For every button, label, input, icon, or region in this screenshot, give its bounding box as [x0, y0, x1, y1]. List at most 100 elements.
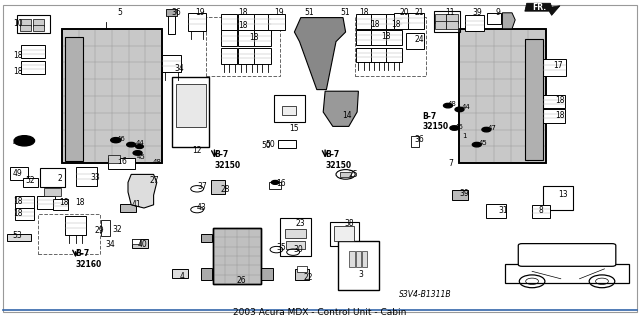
- Bar: [21, 61, 45, 74]
- Text: 34: 34: [106, 240, 115, 249]
- Bar: [33, 19, 44, 26]
- Circle shape: [136, 145, 143, 148]
- Text: 18: 18: [556, 96, 565, 105]
- Bar: [411, 136, 419, 147]
- Bar: [452, 190, 467, 200]
- Text: 2003 Acura MDX - Control Unit - Cabin: 2003 Acura MDX - Control Unit - Cabin: [234, 308, 406, 317]
- Polygon shape: [128, 174, 157, 208]
- Text: 36: 36: [172, 8, 181, 17]
- Text: B-7
32160: B-7 32160: [76, 250, 102, 269]
- Text: 50: 50: [266, 140, 275, 149]
- Text: 27: 27: [149, 176, 159, 185]
- Text: 30: 30: [293, 245, 303, 254]
- Bar: [486, 204, 506, 218]
- Bar: [356, 30, 371, 45]
- Text: 52: 52: [26, 176, 35, 185]
- Bar: [330, 221, 359, 246]
- Text: 1: 1: [462, 133, 467, 139]
- Bar: [406, 33, 424, 49]
- Bar: [53, 199, 68, 211]
- Bar: [340, 172, 351, 177]
- Bar: [211, 180, 225, 194]
- Bar: [212, 228, 261, 284]
- Text: B-7
32150: B-7 32150: [325, 150, 351, 170]
- Text: 2: 2: [58, 174, 62, 183]
- Text: 18: 18: [392, 20, 401, 29]
- Bar: [435, 21, 446, 29]
- Bar: [172, 269, 188, 278]
- Text: 18: 18: [13, 68, 22, 76]
- Circle shape: [133, 151, 142, 155]
- Circle shape: [472, 142, 481, 147]
- Text: 43: 43: [197, 203, 207, 212]
- Bar: [543, 186, 573, 210]
- Bar: [44, 188, 61, 196]
- Text: 19: 19: [195, 8, 205, 17]
- Circle shape: [111, 138, 121, 143]
- Bar: [541, 59, 566, 76]
- Text: 18: 18: [381, 32, 390, 41]
- FancyBboxPatch shape: [518, 244, 616, 266]
- Text: 18: 18: [360, 8, 369, 17]
- Text: 48: 48: [152, 159, 161, 164]
- Bar: [108, 158, 135, 170]
- Bar: [238, 14, 255, 30]
- Circle shape: [127, 142, 136, 147]
- Text: 39: 39: [472, 8, 482, 17]
- Bar: [201, 234, 212, 243]
- Bar: [446, 21, 458, 29]
- Bar: [543, 95, 564, 108]
- Text: 10: 10: [13, 19, 22, 28]
- Text: 4: 4: [179, 272, 184, 281]
- Text: 41: 41: [131, 200, 141, 209]
- Bar: [434, 11, 460, 32]
- Bar: [532, 205, 550, 218]
- Text: 38: 38: [344, 219, 354, 228]
- Bar: [504, 264, 630, 283]
- Text: 49: 49: [13, 169, 22, 178]
- Bar: [132, 239, 147, 248]
- Text: 35: 35: [276, 243, 286, 252]
- Bar: [460, 29, 545, 163]
- Circle shape: [444, 103, 452, 108]
- Text: 29: 29: [95, 226, 104, 235]
- Text: 23: 23: [296, 220, 305, 228]
- Text: 17: 17: [554, 61, 563, 70]
- Circle shape: [271, 180, 279, 184]
- Bar: [206, 17, 280, 76]
- Circle shape: [14, 136, 35, 146]
- Text: 45: 45: [479, 140, 488, 146]
- Polygon shape: [294, 18, 346, 90]
- Bar: [221, 48, 237, 64]
- Bar: [385, 48, 402, 62]
- Bar: [385, 14, 402, 29]
- Text: 42: 42: [13, 138, 22, 147]
- Text: 3: 3: [358, 270, 364, 279]
- Text: 40: 40: [138, 240, 147, 249]
- Bar: [287, 241, 305, 249]
- Bar: [162, 54, 181, 72]
- Bar: [543, 109, 564, 123]
- Bar: [221, 30, 237, 46]
- Bar: [254, 14, 271, 30]
- Bar: [17, 15, 50, 33]
- Text: 46: 46: [116, 136, 125, 142]
- Bar: [172, 77, 209, 147]
- Bar: [201, 268, 212, 280]
- Polygon shape: [502, 13, 515, 29]
- Circle shape: [450, 126, 459, 130]
- Text: 39: 39: [460, 189, 469, 198]
- Text: 21: 21: [415, 8, 424, 17]
- Bar: [20, 25, 31, 31]
- Bar: [465, 15, 484, 31]
- Bar: [132, 239, 140, 244]
- Text: 18: 18: [238, 8, 248, 17]
- Text: 18: 18: [13, 209, 22, 218]
- Text: S3V4-B1311B: S3V4-B1311B: [399, 290, 452, 299]
- Bar: [20, 19, 31, 26]
- Bar: [65, 216, 86, 235]
- Text: 51: 51: [340, 8, 350, 17]
- Bar: [385, 30, 402, 45]
- Bar: [38, 214, 100, 254]
- Bar: [362, 251, 367, 267]
